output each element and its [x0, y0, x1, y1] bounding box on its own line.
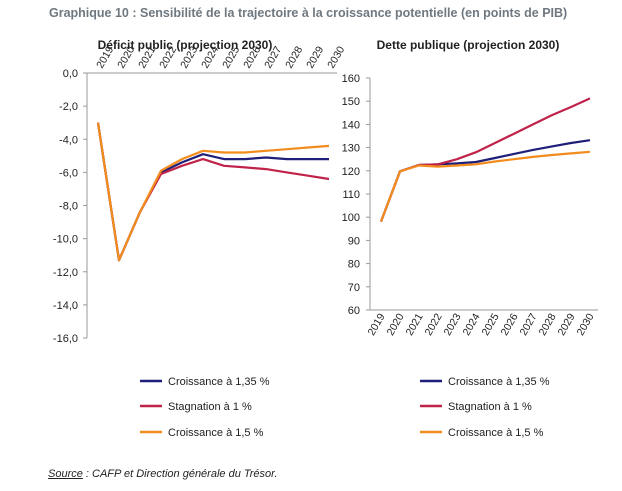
dette-y-tick-label: 70: [348, 282, 360, 294]
dette-legend-label-3: Croissance à 1,5 %: [448, 427, 544, 439]
dette-y-tick-label: 120: [342, 166, 360, 178]
deficit-x-tick-label: 2030: [325, 44, 347, 70]
deficit-chart-title: Déficit public (projection 2030): [98, 38, 273, 52]
deficit-y-tick-label: -6,0: [59, 167, 78, 179]
dette-legend-label-2: Stagnation à 1 %: [448, 401, 532, 413]
deficit-legend-label-3: Croissance à 1,5 %: [168, 427, 264, 439]
deficit-y-tick-label: -2,0: [59, 101, 78, 113]
deficit-x-tick-label: 2028: [283, 44, 305, 70]
deficit-x-tick-label: 2029: [304, 44, 326, 70]
deficit-y-tick-label: -8,0: [59, 201, 78, 213]
dette-legend-label-1: Croissance à 1,35 %: [448, 376, 550, 388]
dette-series-line-3: [379, 150, 591, 222]
dette-y-tick-label: 130: [342, 143, 360, 155]
deficit-y-tick-label: -4,0: [59, 134, 78, 146]
deficit-legend-label-1: Croissance à 1,35 %: [168, 376, 270, 388]
deficit-y-tick-label: -14,0: [53, 300, 78, 312]
dette-x-tick-label: 2026: [499, 311, 521, 337]
deficit-y-tick-label: -12,0: [53, 267, 78, 279]
dette-x-tick-label: 2025: [480, 311, 502, 337]
deficit-series-line-1: [96, 122, 329, 262]
dette-x-tick-label: 2028: [537, 311, 559, 337]
dette-y-tick-label: 80: [348, 259, 360, 271]
dette-x-tick-label: 2022: [423, 311, 445, 337]
dette-y-tick-label: 100: [342, 212, 360, 224]
source-text: : CAFP et Direction générale du Trésor.: [82, 468, 278, 480]
dette-x-tick-label: 2021: [404, 311, 426, 337]
deficit-y-tick-label: -16,0: [53, 333, 78, 345]
source-label: Source: [48, 468, 83, 480]
dette-x-tick-label: 2023: [442, 311, 464, 337]
source-note: Source : CAFP et Direction générale du T…: [48, 468, 277, 480]
deficit-y-tick-label: -10,0: [53, 234, 78, 246]
figure-title: Graphique 10 : Sensibilité de la traject…: [49, 6, 568, 20]
deficit-y-tick-label: 0,0: [63, 68, 78, 80]
dette-y-tick-label: 90: [348, 235, 360, 247]
deficit-series-line-3: [96, 122, 330, 262]
dette-y-tick-label: 150: [342, 96, 360, 108]
dette-y-tick-label: 140: [342, 119, 360, 131]
dette-chart-title: Dette publique (projection 2030): [377, 38, 560, 52]
dette-y-tick-label: 160: [342, 73, 360, 85]
dette-x-tick-label: 2019: [366, 311, 388, 337]
dette-y-tick-label: 110: [342, 189, 360, 201]
deficit-series-line-2: [96, 122, 330, 262]
dette-x-tick-label: 2020: [385, 311, 407, 337]
dette-x-tick-label: 2024: [461, 311, 483, 337]
deficit-legend-label-2: Stagnation à 1 %: [168, 401, 252, 413]
dette-x-tick-label: 2030: [575, 311, 597, 337]
dette-x-tick-label: 2027: [518, 311, 540, 337]
dette-y-tick-label: 60: [348, 305, 360, 317]
dette-series-line-1: [379, 139, 591, 222]
dette-x-tick-label: 2029: [556, 311, 578, 337]
